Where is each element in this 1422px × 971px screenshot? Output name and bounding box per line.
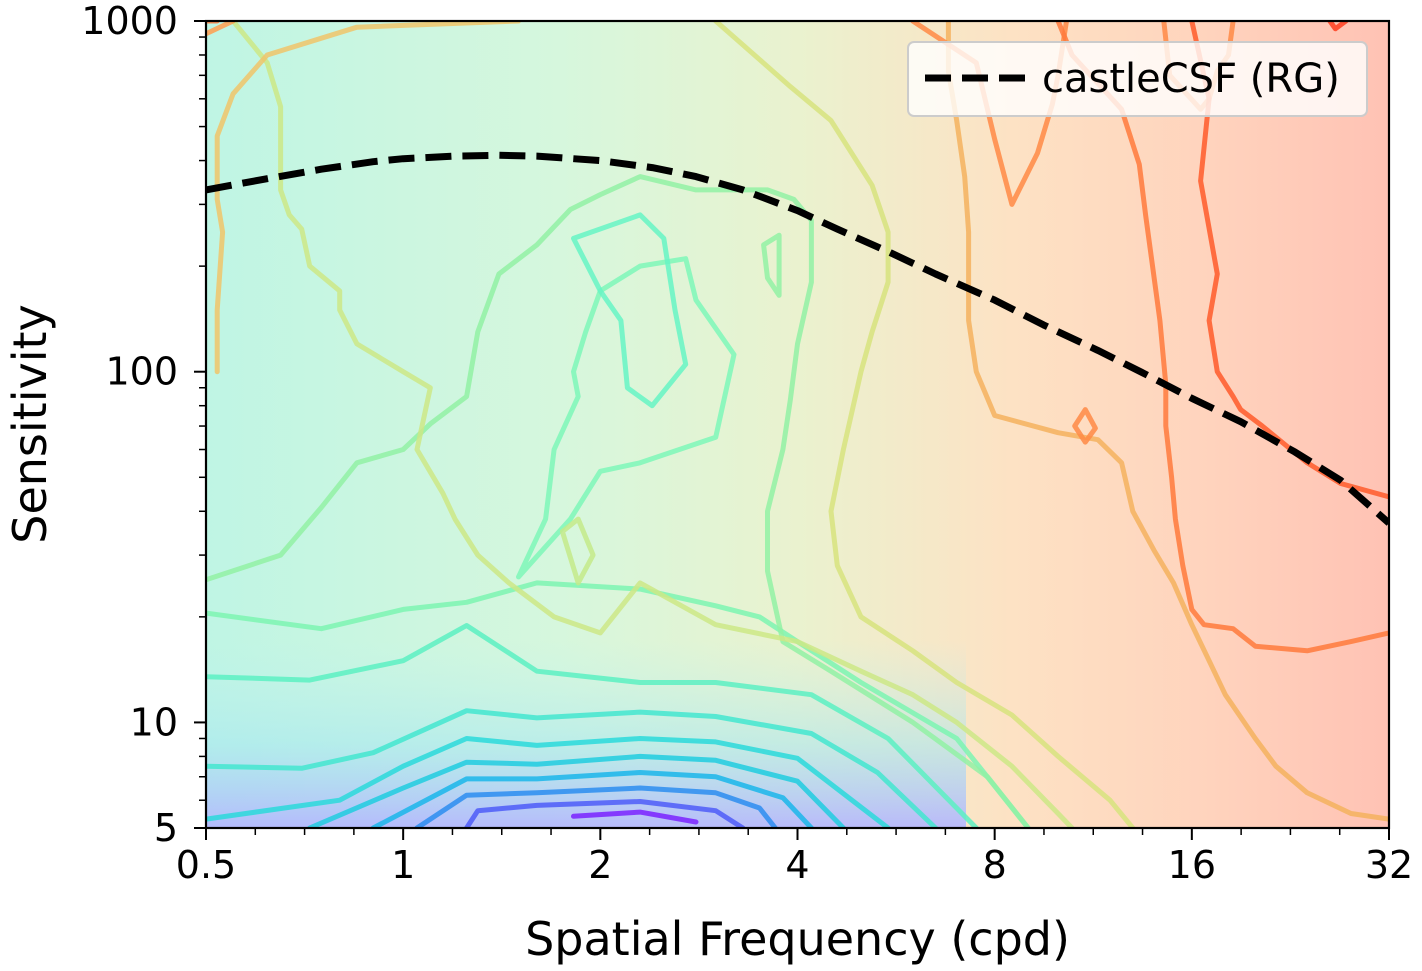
x-tick-label: 0.5 <box>176 843 236 887</box>
y-tick-label: 1000 <box>81 0 178 43</box>
contour-line-25 <box>1189 21 1389 500</box>
series-lines <box>206 151 1389 526</box>
contour-line-9 <box>206 580 1031 828</box>
contour-line-3 <box>414 785 778 828</box>
plot-area <box>204 19 1391 830</box>
contour-line-5 <box>307 753 846 828</box>
x-tick-label: 4 <box>785 843 809 887</box>
x-tick-label: 2 <box>588 843 612 887</box>
contour-line-15 <box>230 21 1075 828</box>
legend: castleCSF (RG) <box>907 41 1368 117</box>
series-line-castlecsf-rg <box>206 151 1389 526</box>
y-axis: 5 10 100 1000 <box>81 0 206 850</box>
contour-line-26 <box>1327 21 1349 32</box>
contour-line-4 <box>370 770 814 828</box>
contour-line-1 <box>571 809 699 825</box>
contour-line-12 <box>571 212 689 409</box>
contour-line-2 <box>464 799 746 828</box>
contour-lines <box>206 21 1389 828</box>
contour-line-18 <box>945 21 1389 822</box>
contour-line-13 <box>761 232 782 298</box>
x-axis-label: Spatial Frequency (cpd) <box>525 912 1070 966</box>
contour-line-11 <box>516 256 737 580</box>
y-axis-label: Sensitivity <box>3 304 57 543</box>
contour-line-6 <box>206 736 891 828</box>
x-axis: 0.5 1 2 4 8 16 32 <box>176 828 1413 887</box>
x-tick-label: 32 <box>1365 843 1413 887</box>
contour-line-14 <box>559 516 596 586</box>
y-tick-label: 100 <box>105 350 178 394</box>
contour-line-8 <box>206 623 979 828</box>
contour-line-23 <box>1055 21 1389 654</box>
contour-line-19 <box>206 21 236 37</box>
contour-line-22 <box>1072 407 1098 445</box>
legend-label-castlecsf-rg: castleCSF (RG) <box>1042 56 1340 102</box>
contour-line-17 <box>214 21 521 375</box>
y-tick-label: 5 <box>154 806 178 850</box>
x-tick-label: 1 <box>391 843 415 887</box>
x-tick-label: 8 <box>983 843 1007 887</box>
x-tick-label: 16 <box>1168 843 1216 887</box>
contour-line-7 <box>206 708 939 828</box>
legend-box <box>907 41 1368 117</box>
y-tick-label: 10 <box>130 700 178 744</box>
contour-line-16 <box>713 21 1136 828</box>
